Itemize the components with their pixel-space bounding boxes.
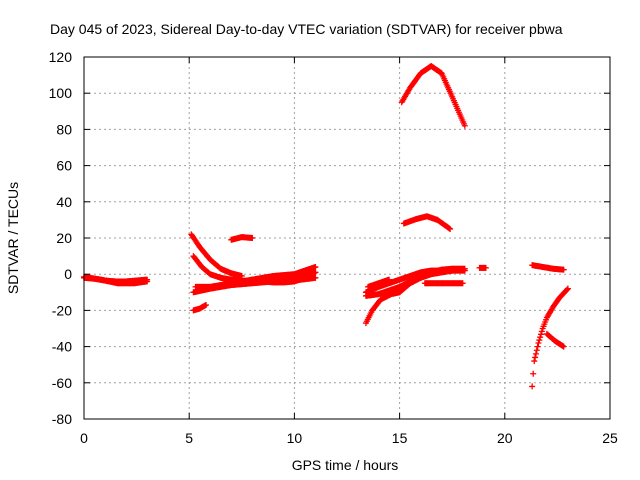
series-arc-t bbox=[543, 330, 567, 350]
series-arc-j bbox=[398, 63, 468, 129]
data-point bbox=[447, 225, 454, 232]
series-arc-q bbox=[476, 264, 489, 271]
data-point bbox=[537, 331, 544, 338]
data-point bbox=[532, 354, 539, 361]
y-tick-label-9: 100 bbox=[49, 85, 73, 101]
series-arc-b bbox=[81, 273, 151, 287]
y-tick-label-3: -20 bbox=[52, 302, 72, 318]
series-arc-i bbox=[249, 269, 319, 286]
data-point bbox=[560, 343, 567, 350]
data-point bbox=[312, 269, 319, 276]
data-point bbox=[144, 278, 151, 285]
y-tick-label-10: 120 bbox=[49, 49, 73, 65]
series-arc-g bbox=[190, 301, 210, 314]
x-tick-label-1: 5 bbox=[185, 430, 193, 446]
data-point bbox=[537, 334, 544, 341]
x-tick-label-0: 0 bbox=[80, 430, 88, 446]
grid-lines bbox=[84, 57, 610, 419]
x-tick-label-5: 25 bbox=[602, 430, 618, 446]
data-point bbox=[249, 235, 256, 241]
data-point bbox=[564, 286, 571, 293]
y-tick-label-1: -60 bbox=[52, 375, 72, 391]
series-arc-h bbox=[228, 234, 256, 243]
data-point bbox=[312, 274, 319, 281]
data-point bbox=[564, 285, 571, 292]
series-arc-p bbox=[421, 280, 466, 287]
y-tick-label-2: -40 bbox=[52, 339, 72, 355]
data-point bbox=[312, 263, 319, 270]
y-axis-ticks: -80 -60 -40 -20 0 20 40 60 80 100 120 bbox=[49, 49, 610, 427]
data-point bbox=[532, 350, 539, 357]
series-arc-r bbox=[529, 285, 571, 390]
data-point bbox=[534, 343, 541, 350]
series-arc-o bbox=[365, 276, 393, 290]
x-tick-label-4: 20 bbox=[497, 430, 513, 446]
data-point bbox=[529, 383, 536, 390]
y-tick-label-8: 80 bbox=[56, 121, 72, 137]
x-axis-label: GPS time / hours bbox=[292, 457, 399, 473]
y-tick-label-5: 20 bbox=[56, 230, 72, 246]
data-point bbox=[530, 370, 537, 377]
data-point bbox=[386, 276, 393, 283]
data-point bbox=[533, 347, 540, 354]
series-arc-s bbox=[529, 262, 567, 273]
data-point bbox=[536, 337, 543, 344]
data-point bbox=[203, 301, 210, 308]
data-point bbox=[531, 358, 538, 365]
data-point bbox=[461, 122, 468, 129]
data-point bbox=[535, 339, 542, 346]
data-points bbox=[81, 63, 571, 390]
chart-title: Day 045 of 2023, Sidereal Day-to-day VTE… bbox=[50, 21, 563, 37]
x-tick-label-2: 10 bbox=[287, 430, 303, 446]
y-tick-label-0: -80 bbox=[52, 411, 72, 427]
x-axis-ticks: 0 5 10 15 20 25 bbox=[80, 57, 618, 446]
y-tick-label-6: 40 bbox=[56, 194, 72, 210]
data-point bbox=[560, 266, 567, 273]
data-point bbox=[459, 280, 466, 287]
series-arc-n bbox=[362, 267, 456, 327]
y-tick-label-4: 0 bbox=[64, 266, 72, 282]
data-point bbox=[449, 267, 456, 274]
data-point bbox=[482, 264, 489, 271]
y-tick-label-7: 60 bbox=[56, 158, 72, 174]
x-tick-label-3: 15 bbox=[392, 430, 408, 446]
series-arc-c bbox=[188, 231, 245, 280]
plot-frame bbox=[83, 56, 611, 420]
data-point bbox=[461, 265, 468, 272]
y-axis-label: SDTVAR / TECUs bbox=[5, 182, 21, 294]
data-point bbox=[538, 328, 545, 335]
series-arc-k bbox=[400, 213, 454, 232]
